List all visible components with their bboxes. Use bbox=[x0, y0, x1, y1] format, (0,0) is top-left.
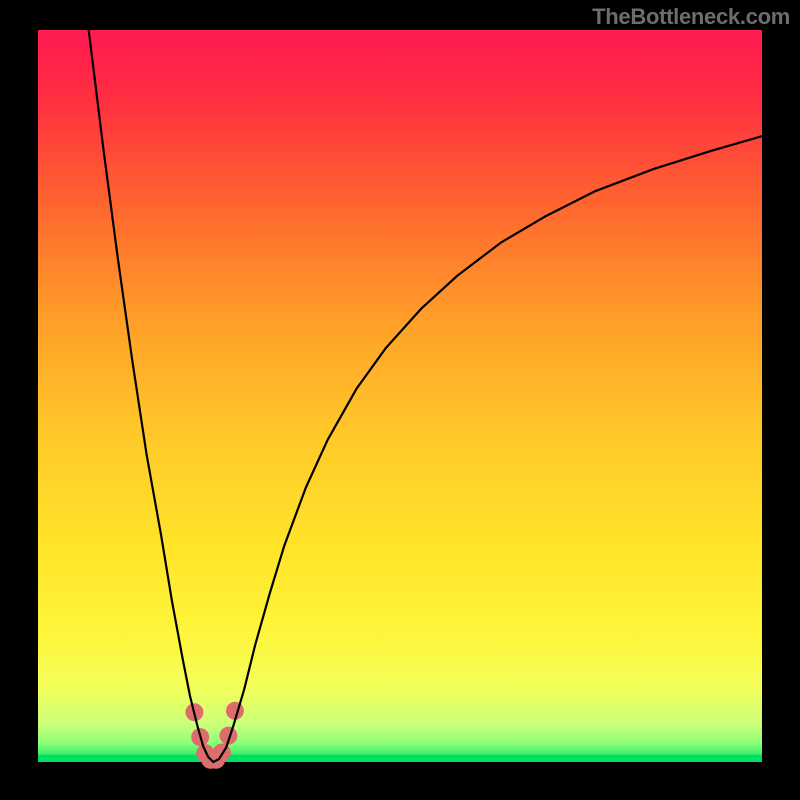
watermark-text: TheBottleneck.com bbox=[592, 4, 790, 30]
plot-background bbox=[38, 30, 762, 762]
green-band bbox=[38, 755, 762, 762]
chart-container: TheBottleneck.com bbox=[0, 0, 800, 800]
bottleneck-curve-chart bbox=[0, 0, 800, 800]
